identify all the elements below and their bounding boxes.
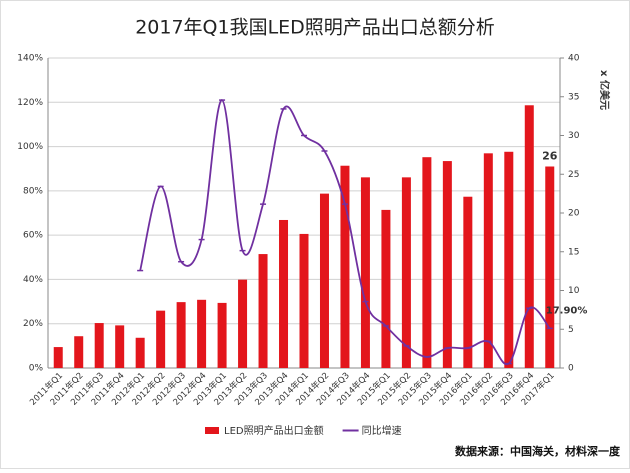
bar <box>53 347 63 368</box>
source-note: 数据来源：中国海关，材料深一度 <box>455 444 621 458</box>
bar <box>360 177 370 368</box>
bar <box>115 325 125 368</box>
y2-tick-label: 25 <box>568 170 579 180</box>
y2-tick-label: 35 <box>568 92 579 102</box>
bar <box>156 310 166 368</box>
bar <box>545 166 555 368</box>
bar <box>381 209 391 368</box>
y-tick-label: 140% <box>17 54 43 64</box>
y2-tick-label: 15 <box>568 247 579 257</box>
chart-title: 2017年Q1我国LED照明产品出口总额分析 <box>135 17 495 39</box>
y2-tick-label: 40 <box>568 54 580 64</box>
bar <box>524 105 534 369</box>
y-tick-label: 40% <box>23 275 43 285</box>
bar <box>217 302 227 368</box>
bar <box>463 196 473 368</box>
bar <box>422 157 432 368</box>
bar <box>135 337 145 368</box>
bar <box>176 302 186 368</box>
bar <box>442 161 452 368</box>
bar <box>483 153 493 368</box>
line <box>139 99 551 366</box>
bar-value-label: 26 <box>542 150 558 163</box>
y-tick-label: 20% <box>23 319 43 329</box>
legend-label: 同比增速 <box>362 424 402 437</box>
y-tick-label: 80% <box>23 186 43 196</box>
bar <box>279 219 289 368</box>
bar <box>94 323 104 368</box>
y2-tick-label: 5 <box>568 325 574 335</box>
legend-swatch <box>205 427 219 434</box>
bar <box>504 151 514 368</box>
y2-axis-title: x 亿美元 <box>598 70 611 110</box>
legend-label: LED照明产品出口金额 <box>224 424 324 437</box>
y-tick-label: 120% <box>17 98 43 108</box>
y-tick-label: 60% <box>23 231 43 241</box>
y-tick-label: 0% <box>29 364 44 374</box>
line-value-label: 17.90% <box>546 305 588 316</box>
bar <box>319 193 329 368</box>
bar <box>74 336 84 368</box>
bar <box>299 233 309 368</box>
y2-tick-label: 0 <box>568 364 574 374</box>
y2-tick-label: 30 <box>568 131 580 141</box>
y2-tick-label: 10 <box>568 286 580 296</box>
bar <box>197 299 207 368</box>
bar <box>340 165 350 368</box>
bar <box>401 177 411 368</box>
y-tick-label: 100% <box>17 142 43 152</box>
y2-tick-label: 20 <box>568 209 580 219</box>
bar <box>258 254 268 368</box>
bar <box>238 279 248 368</box>
